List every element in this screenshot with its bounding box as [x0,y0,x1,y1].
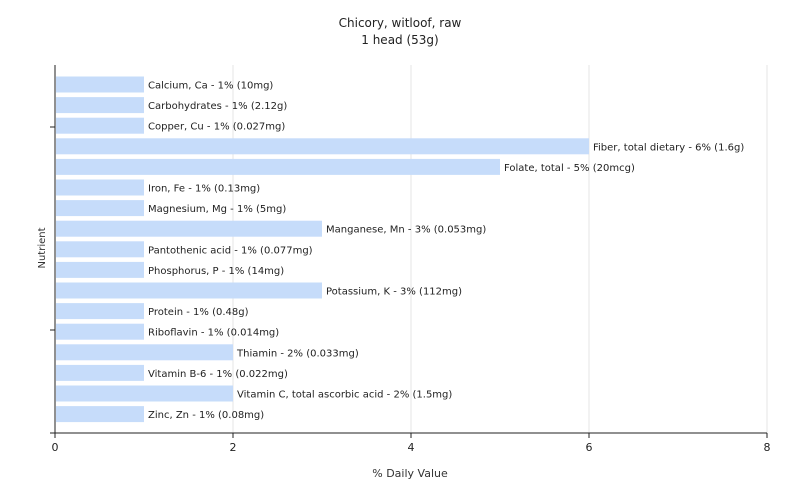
bar-14 [56,364,144,381]
bar-label-1: Carbohydrates - 1% (2.12g) [148,101,287,112]
chart-subtitle: 1 head (53g) [361,33,439,47]
bar-label-10: Potassium, K - 3% (112mg) [326,287,462,298]
bar-15 [56,385,233,402]
bar-4 [56,158,500,175]
x-tick-label-4: 8 [764,441,771,454]
bar-label-4: Folate, total - 5% (20mcg) [504,163,635,174]
bar-7 [56,220,322,237]
bar-label-16: Zinc, Zn - 1% (0.08mg) [148,410,264,421]
grid-lines [232,65,768,433]
bar-8 [56,241,144,258]
bar-label-2: Copper, Cu - 1% (0.027mg) [148,122,285,133]
bar-13 [56,344,233,361]
bars [56,76,589,423]
chart-title: Chicory, witloof, raw [338,16,462,30]
bar-label-7: Manganese, Mn - 3% (0.053mg) [326,225,486,236]
x-tick-label-3: 6 [586,441,593,454]
axes: 0 2 4 6 8 [50,65,771,454]
bar-label-9: Phosphorus, P - 1% (14mg) [148,266,284,277]
x-axis-label: % Daily Value [372,467,448,480]
bar-label-6: Magnesium, Mg - 1% (5mg) [148,204,286,215]
bar-label-3: Fiber, total dietary - 6% (1.6g) [593,142,744,153]
bar-5 [56,179,144,196]
bar-label-8: Pantothenic acid - 1% (0.077mg) [148,245,313,256]
y-axis-label: Nutrient [37,227,48,268]
bar-2 [56,117,144,134]
bar-label-13: Thiamin - 2% (0.033mg) [236,348,359,359]
bar-label-12: Riboflavin - 1% (0.014mg) [148,328,279,339]
bar-label-0: Calcium, Ca - 1% (10mg) [148,81,273,92]
chart-title-block: Chicory, witloof, raw 1 head (53g) [0,15,800,49]
x-tick-label-1: 2 [230,441,237,454]
bar-9 [56,261,144,278]
bar-label-11: Protein - 1% (0.48g) [148,307,249,318]
bar-label-14: Vitamin B-6 - 1% (0.022mg) [148,369,288,380]
bar-10 [56,282,322,299]
x-tick-label-0: 0 [52,441,59,454]
bar-0 [56,76,144,93]
x-tick-label-2: 4 [408,441,415,454]
bar-label-15: Vitamin C, total ascorbic acid - 2% (1.5… [237,390,452,401]
bar-6 [56,200,144,217]
bar-11 [56,303,144,320]
bar-16 [56,406,144,423]
bar-label-5: Iron, Fe - 1% (0.13mg) [148,184,260,195]
bar-labels: Calcium, Ca - 1% (10mg) Carbohydrates - 1… [148,81,744,422]
bar-3 [56,138,589,155]
bar-12 [56,323,144,340]
bar-1 [56,97,144,114]
